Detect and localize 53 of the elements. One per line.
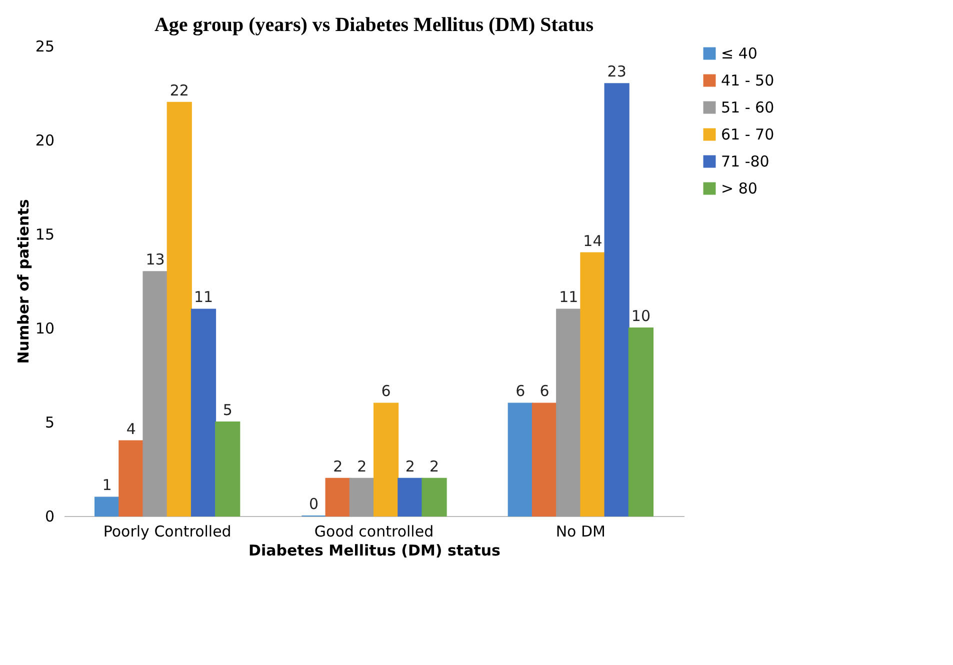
data-label: 6 — [540, 382, 550, 400]
bar — [118, 440, 144, 516]
legend-label: 61 - 70 — [721, 126, 774, 144]
bar — [325, 478, 350, 516]
x-tick-label: Poorly Controlled — [103, 522, 232, 540]
data-label: 2 — [405, 457, 415, 476]
data-label: 14 — [583, 232, 602, 250]
bar — [215, 422, 240, 516]
bar — [349, 478, 374, 516]
y-axis-title: Number of patients — [14, 199, 32, 364]
data-label: 2 — [357, 457, 367, 476]
bar — [398, 478, 423, 516]
bar — [628, 328, 654, 516]
bar — [508, 402, 533, 516]
y-tick-label: 10 — [35, 320, 54, 338]
x-tick-label: Good controlled — [314, 522, 434, 540]
data-label: 22 — [170, 81, 189, 100]
y-tick-label: 15 — [35, 226, 54, 244]
bar — [166, 102, 192, 516]
legend-label: > 80 — [721, 180, 758, 198]
y-tick-label: 20 — [35, 132, 54, 150]
bar — [94, 496, 120, 516]
bar — [580, 252, 606, 516]
x-axis-title: Diabetes Mellitus (DM) status — [248, 542, 501, 560]
data-label: 6 — [381, 382, 391, 400]
data-label: 11 — [559, 288, 578, 306]
data-label: 11 — [194, 288, 214, 306]
bar — [190, 308, 216, 516]
y-tick-label: 0 — [44, 508, 54, 526]
x-tick-label: No DM — [556, 522, 606, 540]
legend-label: 41 - 50 — [721, 72, 774, 90]
bar — [142, 271, 168, 516]
data-label: 4 — [126, 420, 136, 438]
data-label: 5 — [222, 401, 232, 419]
bar — [532, 402, 558, 516]
data-label: 0 — [308, 495, 318, 513]
legend-label: 51 - 60 — [721, 98, 774, 116]
data-label: 6 — [516, 382, 526, 400]
chart-title: Age group (years) vs Diabetes Mellitus (DM) Status — [154, 14, 594, 36]
y-tick-label: 25 — [35, 38, 54, 56]
data-label: 2 — [333, 457, 343, 476]
data-label: 13 — [146, 250, 165, 269]
legend-label: 71 -80 — [721, 152, 770, 170]
bar — [374, 402, 399, 516]
y-tick-label: 5 — [44, 414, 54, 432]
bar — [556, 308, 582, 516]
bar — [422, 478, 447, 516]
data-label: 1 — [102, 476, 112, 494]
data-label: 10 — [631, 307, 650, 325]
legend-label: ≤ 40 — [721, 44, 758, 62]
data-label: 23 — [607, 62, 626, 81]
bar — [604, 83, 630, 516]
data-label: 2 — [430, 457, 440, 476]
